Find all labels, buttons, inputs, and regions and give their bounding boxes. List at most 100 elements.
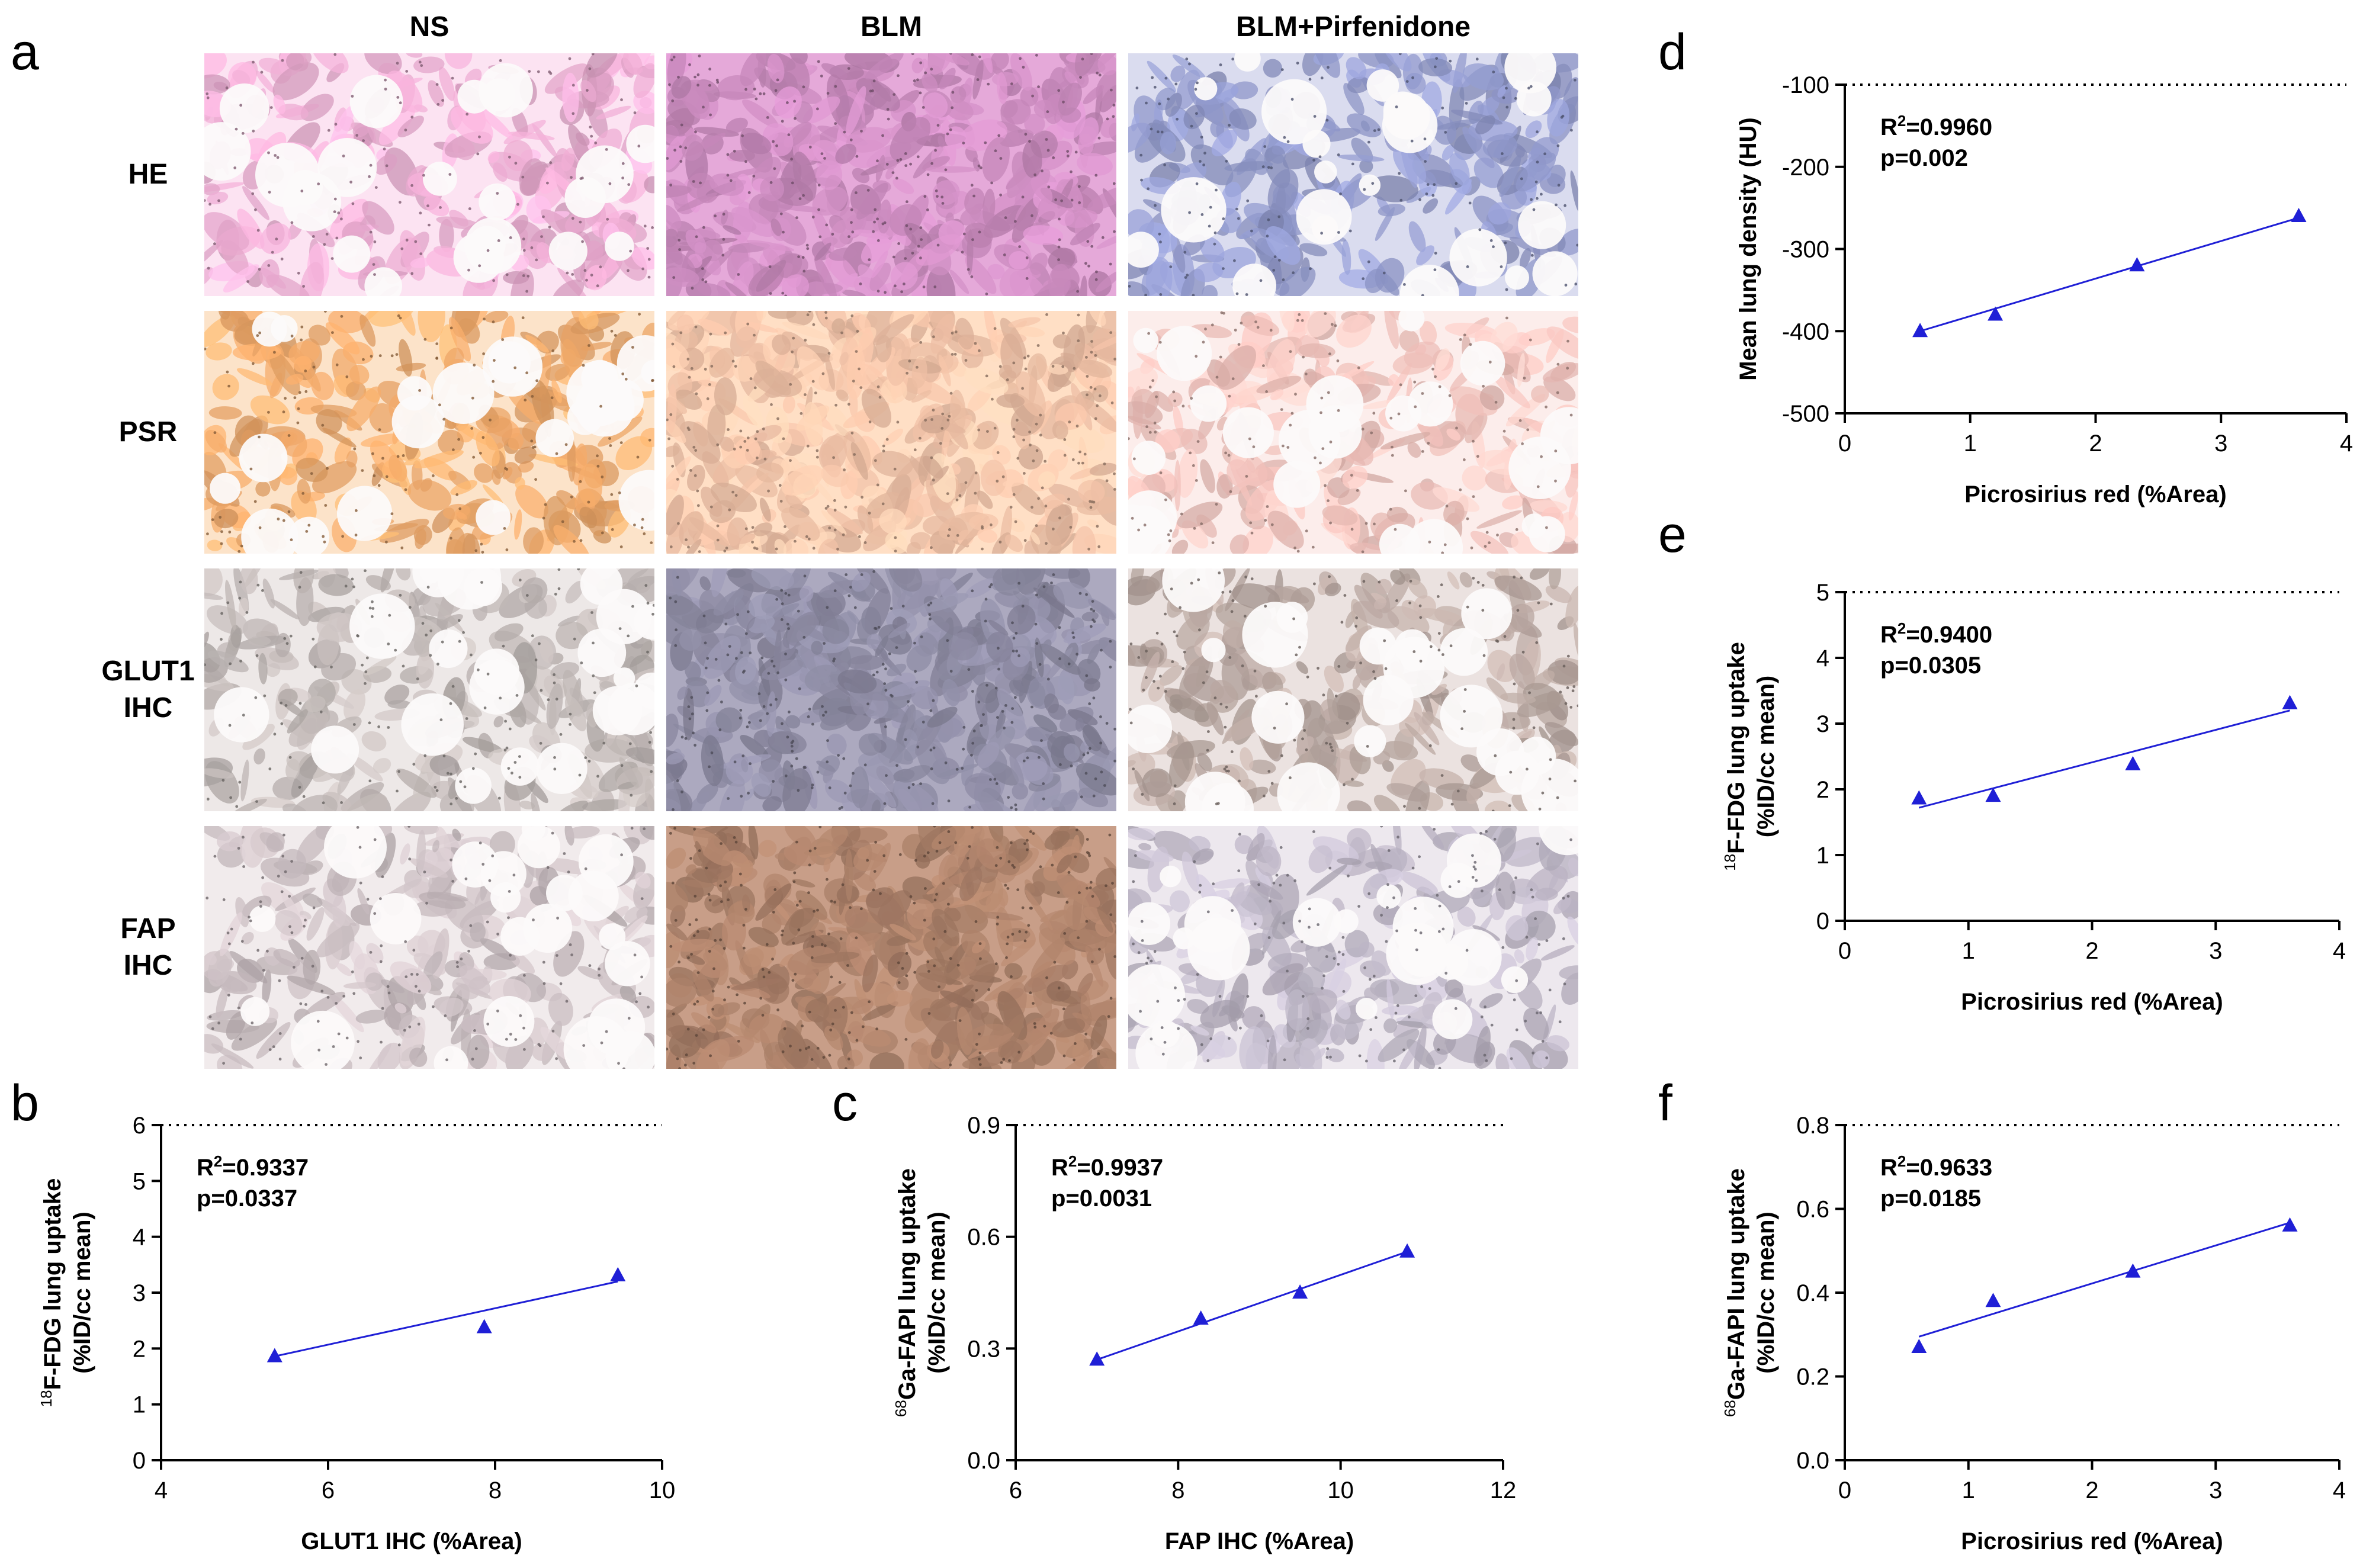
chart-c-y-label: 68Ga-FAPI lung uptake bbox=[892, 1168, 920, 1417]
chart-e-data-point bbox=[2125, 756, 2141, 770]
chart-b-y-label-superscript: 18 bbox=[37, 1390, 55, 1407]
chart-b-y-tick-label: 1 bbox=[133, 1392, 146, 1418]
chart-d-r-squared: R2=0.9960 bbox=[1880, 112, 1992, 140]
chart-e-y-label-text: F-FDG lung uptake bbox=[1723, 642, 1749, 854]
chart-d-r-squared-part: =0.9960 bbox=[1906, 114, 1992, 140]
chart-d-data-point bbox=[1912, 323, 1928, 338]
histology-image-psr-0 bbox=[204, 311, 654, 554]
chart-f-y-tick-label: 0.0 bbox=[1796, 1448, 1829, 1474]
chart-e-x-tick-label: 4 bbox=[2333, 938, 2346, 964]
chart-e-y-tick-label: 5 bbox=[1816, 580, 1829, 606]
chart-b-y-tick-label: 4 bbox=[133, 1225, 146, 1251]
chart-d-r-squared-part: 2 bbox=[1898, 112, 1906, 130]
chart-b-r-squared-part: =0.9337 bbox=[222, 1155, 309, 1181]
chart-b-y-label: 18F-FDG lung uptake bbox=[37, 1178, 66, 1408]
chart-f-r-squared: R2=0.9633 bbox=[1880, 1152, 1992, 1181]
chart-c-x-label: FAP IHC (%Area) bbox=[1165, 1528, 1354, 1554]
chart-e-y-label-unit: (%ID/cc mean) bbox=[1753, 676, 1779, 837]
chart-e-x-label: Picrosirius red (%Area) bbox=[1961, 989, 2223, 1015]
chart-e-data-point bbox=[1985, 788, 2001, 802]
chart-f-y-tick-label: 0.4 bbox=[1796, 1280, 1829, 1306]
chart-f-r-squared-part: 2 bbox=[1898, 1152, 1906, 1170]
chart-e-data-point bbox=[1911, 790, 1927, 805]
chart-f-x-label: Picrosirius red (%Area) bbox=[1961, 1528, 2223, 1554]
chart-e-fit-line bbox=[1918, 709, 2290, 809]
chart-b-p-value: p=0.0337 bbox=[197, 1185, 297, 1212]
chart-d-y-tick-label: -500 bbox=[1782, 401, 1829, 427]
chart-e-x-tick-label: 2 bbox=[2085, 938, 2098, 964]
chart-c-data-point bbox=[1193, 1310, 1209, 1325]
chart-f-y-tick-label: 0.8 bbox=[1796, 1113, 1829, 1139]
chart-d-fit-line bbox=[1919, 217, 2299, 332]
histology-image-fap-0 bbox=[204, 826, 654, 1069]
chart-b-x-tick-label: 10 bbox=[649, 1477, 676, 1503]
chart-d-x-label: Picrosirius red (%Area) bbox=[1964, 481, 2226, 507]
chart-b-y-label-unit: (%ID/cc mean) bbox=[69, 1212, 95, 1373]
histology-image-glut1-1 bbox=[666, 568, 1116, 811]
chart-f-x-tick-label: 2 bbox=[2085, 1477, 2098, 1503]
chart-f-data-point bbox=[2125, 1263, 2141, 1278]
chart-c-x-tick-label: 6 bbox=[1009, 1477, 1022, 1503]
row-label-he: HE bbox=[128, 159, 168, 190]
row-label-glut1: GLUT1 IHC bbox=[101, 656, 195, 724]
histology-image-he-1 bbox=[666, 53, 1116, 296]
chart-f-fit-line bbox=[1918, 1222, 2290, 1338]
chart-e-r-squared: R2=0.9400 bbox=[1880, 619, 1992, 648]
chart-d-data-point bbox=[2291, 208, 2307, 222]
chart-b-y-label-text: F-FDG lung uptake bbox=[40, 1178, 66, 1390]
column-header-1: BLM bbox=[861, 11, 922, 43]
panel-label-f: f bbox=[1658, 1075, 1672, 1132]
chart-d-x-tick-label: 2 bbox=[2089, 430, 2102, 457]
chart-c-fit-line bbox=[1096, 1251, 1408, 1361]
chart-d-x-tick-label: 1 bbox=[1964, 430, 1977, 457]
chart-e-r-squared-part: 2 bbox=[1898, 619, 1906, 637]
chart-d-y-tick-label: -300 bbox=[1782, 237, 1829, 263]
chart-b-x-tick-label: 8 bbox=[489, 1477, 502, 1503]
panel-label-a: a bbox=[11, 24, 39, 81]
chart-c-y-tick-label: 0.0 bbox=[967, 1448, 1000, 1474]
panel-label-b: b bbox=[11, 1075, 39, 1132]
chart-c-y-tick-label: 0.6 bbox=[967, 1225, 1000, 1251]
chart-e-r-squared-part: R bbox=[1880, 622, 1898, 648]
chart-f-x-tick-label: 0 bbox=[1838, 1477, 1851, 1503]
chart-b-y-tick-label: 0 bbox=[133, 1448, 146, 1474]
chart-c-x-tick-label: 10 bbox=[1327, 1477, 1354, 1503]
chart-c-r-squared-part: R bbox=[1051, 1155, 1068, 1181]
chart-d-data-point bbox=[2129, 257, 2145, 272]
chart-b-y-tick-label: 3 bbox=[133, 1280, 146, 1306]
chart-d-x-tick-label: 4 bbox=[2340, 430, 2353, 457]
chart-e-y-tick-label: 2 bbox=[1816, 777, 1829, 803]
chart-d: -500 -400 -300 -200 -100 0 1 2 3 4 Picrosirius red… bbox=[1735, 72, 2353, 507]
chart-e-x-tick-label: 0 bbox=[1838, 938, 1851, 964]
chart-f-x-tick-label: 1 bbox=[1962, 1477, 1975, 1503]
chart-b-r-squared-part: R bbox=[197, 1155, 214, 1181]
chart-b-fit-line bbox=[274, 1280, 618, 1358]
histology-image-he-0 bbox=[204, 53, 654, 296]
histology-image-fap-1 bbox=[666, 826, 1116, 1069]
row-label-fap: FAP IHC bbox=[120, 913, 176, 982]
chart-e-y-tick-label: 0 bbox=[1816, 908, 1829, 934]
chart-e-data-point bbox=[2282, 695, 2298, 709]
chart-c-r-squared-part: 2 bbox=[1068, 1152, 1077, 1170]
chart-c-r-squared: R2=0.9937 bbox=[1051, 1152, 1163, 1181]
chart-c-y-label-unit: (%ID/cc mean) bbox=[924, 1212, 950, 1373]
chart-b-y-tick-label: 6 bbox=[133, 1113, 146, 1139]
chart-e-y-label-superscript: 18 bbox=[1721, 854, 1739, 871]
chart-d-data-point bbox=[1988, 306, 2004, 321]
chart-f: 0.0 0.2 0.4 0.6 0.8 0 1 2 3 4 Picrosirius red (%Ar… bbox=[1721, 1113, 2346, 1554]
histology-image-psr-2 bbox=[1128, 311, 1578, 554]
chart-f-y-label-text: Ga-FAPI lung uptake bbox=[1723, 1168, 1749, 1400]
chart-d-x-tick-label: 3 bbox=[2214, 430, 2227, 457]
chart-b-r-squared-part: 2 bbox=[214, 1152, 222, 1170]
chart-e-y-tick-label: 4 bbox=[1816, 645, 1829, 671]
chart-d-y-label: Mean lung density (HU) bbox=[1735, 117, 1761, 380]
chart-b: 0 1 2 3 4 5 6 4 6 8 10 GLUT1 IHC (%Area) 18F-FDG lun… bbox=[37, 1113, 675, 1554]
chart-f-y-tick-label: 0.2 bbox=[1796, 1364, 1829, 1390]
chart-c-y-label-text: Ga-FAPI lung uptake bbox=[894, 1168, 920, 1400]
chart-e-y-tick-label: 3 bbox=[1816, 711, 1829, 737]
row-label-psr: PSR bbox=[118, 416, 178, 448]
panel-label-e: e bbox=[1658, 506, 1687, 563]
chart-e-p-value: p=0.0305 bbox=[1880, 653, 1981, 679]
chart-d-y-tick-label: -100 bbox=[1782, 72, 1829, 98]
